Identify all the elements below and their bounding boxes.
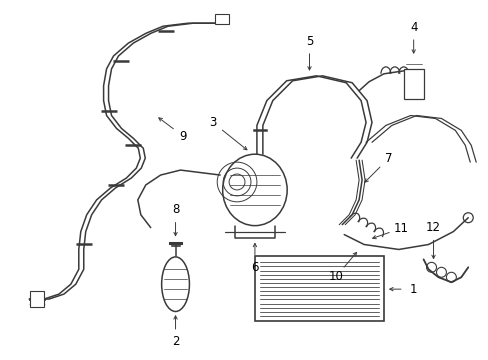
Ellipse shape	[162, 257, 189, 311]
Text: 8: 8	[171, 203, 179, 216]
Ellipse shape	[222, 154, 286, 226]
Text: 11: 11	[393, 222, 408, 235]
Text: 1: 1	[409, 283, 417, 296]
Bar	[254, 256, 383, 321]
Text: 3: 3	[208, 116, 216, 129]
Text: 10: 10	[328, 270, 343, 283]
Text: 7: 7	[385, 152, 392, 165]
Text: 9: 9	[180, 130, 187, 143]
Text: 12: 12	[425, 221, 440, 234]
Bar	[403, 69, 423, 99]
Text: 2: 2	[171, 335, 179, 348]
Bar	[215, 14, 229, 24]
Text: 4: 4	[409, 21, 417, 34]
Text: 5: 5	[305, 35, 312, 48]
Text: 6: 6	[251, 261, 258, 274]
Bar	[30, 291, 43, 307]
